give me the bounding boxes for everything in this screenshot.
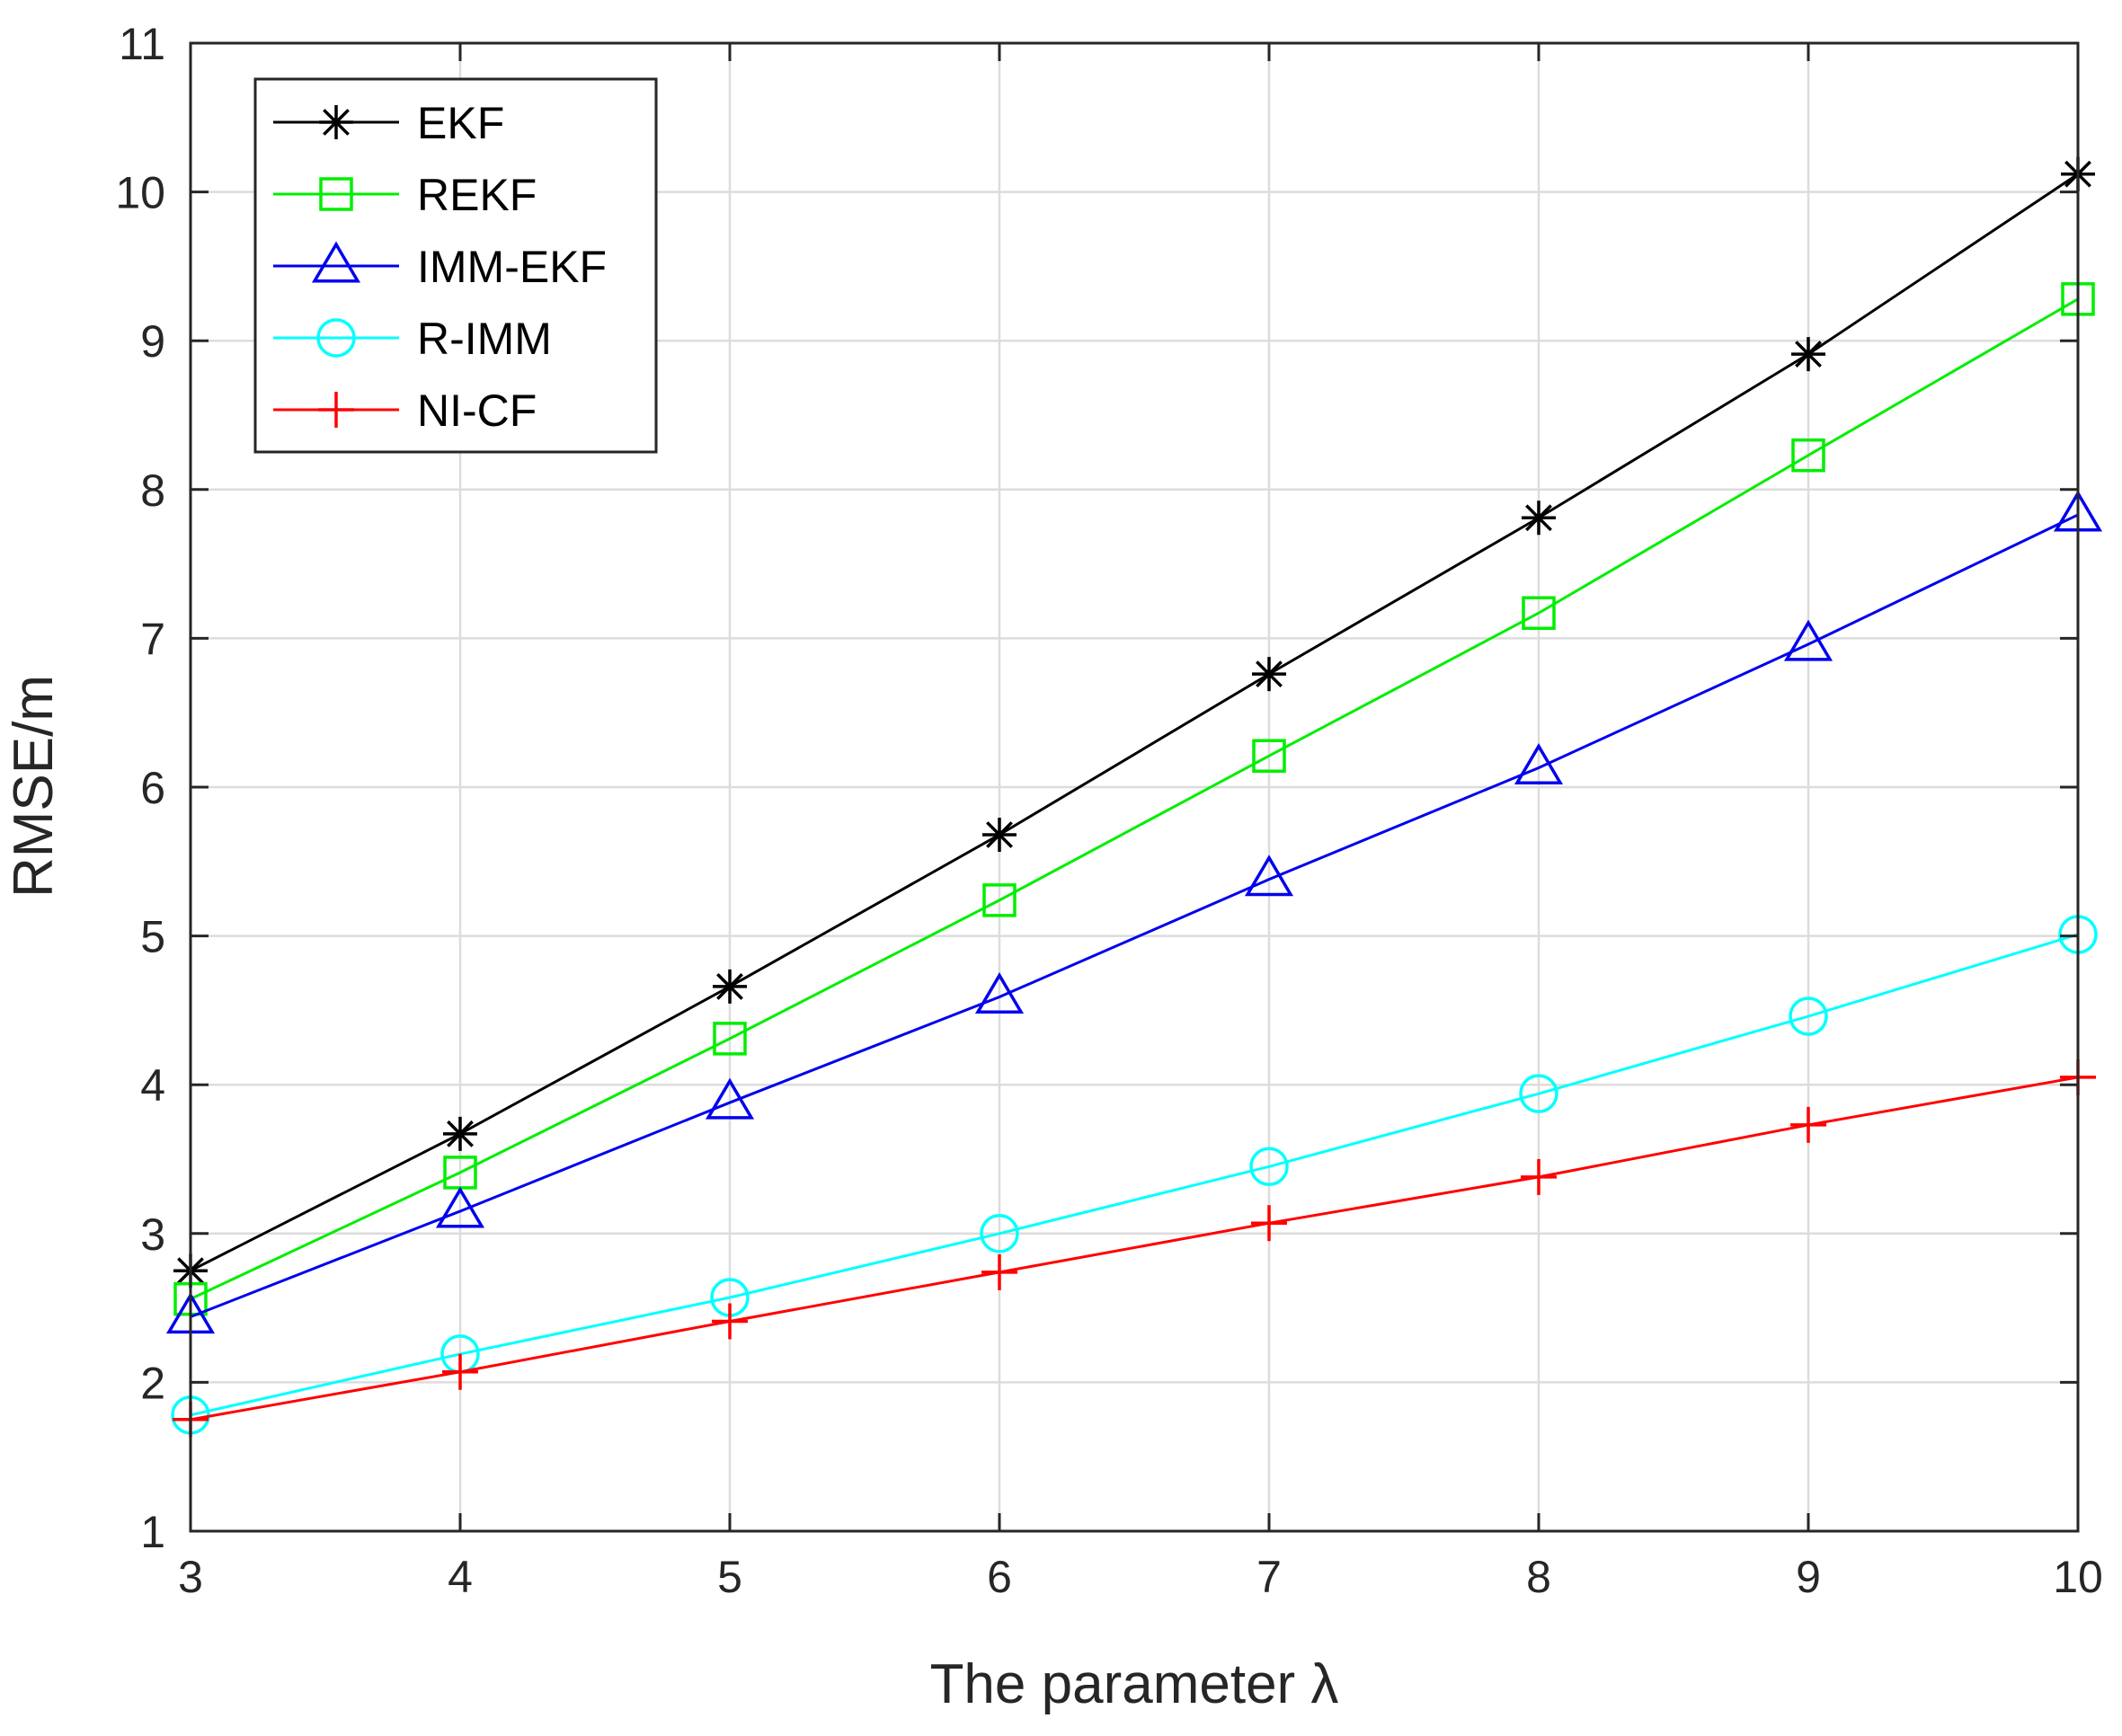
x-tick-label: 5 (717, 1552, 742, 1602)
data-point-ekf (443, 1116, 477, 1151)
data-point-ekf (1522, 500, 1556, 536)
y-tick-label: 5 (140, 912, 165, 962)
data-point-rekf (982, 883, 1017, 917)
legend-marker-r-imm (316, 318, 356, 358)
data-point-imm-ekf (1514, 743, 1564, 785)
legend-item-rekf: REKF (273, 170, 537, 220)
legend-label-ekf: EKF (417, 98, 504, 148)
data-point-imm-ekf (974, 972, 1025, 1014)
y-tick-label: 11 (119, 19, 165, 69)
series-line-rekf (190, 297, 2079, 1301)
data-point-ekf (982, 817, 1017, 852)
legend-item-ekf: EKF (273, 98, 504, 148)
y-tick-label: 8 (140, 465, 165, 516)
series-line-ekf (190, 173, 2079, 1272)
x-tick-label: 6 (987, 1552, 1012, 1602)
series-line-imm-ekf (190, 513, 2079, 1318)
series-layer (165, 156, 2103, 1438)
x-tick-label: 10 (2053, 1552, 2103, 1602)
legend-item-r-imm: R-IMM (273, 314, 552, 364)
data-point-imm-ekf (1783, 619, 1833, 661)
legend-item-imm-ekf: IMM-EKF (273, 241, 607, 292)
legend-marker-ekf (319, 105, 353, 139)
legend-item-ni-cf: NI-CF (273, 385, 537, 436)
x-tick-label: 4 (448, 1552, 473, 1602)
y-tick-label: 2 (140, 1358, 165, 1408)
x-axis-title: The parameter λ (930, 1653, 1339, 1715)
data-point-ekf (713, 969, 747, 1004)
legend: EKF REKF IMM-EKF R-IMM NI-CF (253, 77, 658, 454)
data-point-ni-cf (1790, 1106, 1826, 1143)
x-tick-label: 3 (178, 1552, 203, 1602)
y-tick-label: 10 (115, 168, 165, 218)
data-point-imm-ekf (435, 1186, 485, 1228)
data-point-rekf (1522, 596, 1556, 630)
series-line-r-imm (190, 933, 2079, 1417)
data-point-ni-cf (1251, 1205, 1287, 1242)
data-point-imm-ekf (1244, 855, 1294, 897)
data-point-rekf (1252, 739, 1286, 773)
legend-label-ni-cf: NI-CF (417, 385, 537, 436)
legend-label-imm-ekf: IMM-EKF (417, 242, 607, 292)
y-tick-label: 7 (140, 614, 165, 664)
data-point-r-imm (1249, 1147, 1289, 1187)
data-point-r-imm (1789, 996, 1828, 1036)
data-point-rekf (1791, 438, 1825, 473)
legend-marker-imm-ekf (311, 241, 361, 283)
y-tick-label: 9 (140, 316, 165, 367)
series-line-ni-cf (190, 1076, 2079, 1422)
y-tick-label: 3 (140, 1209, 165, 1260)
data-point-ni-cf (981, 1253, 1017, 1290)
data-point-imm-ekf (705, 1077, 755, 1120)
data-point-rekf (713, 1022, 747, 1056)
data-point-ekf (1252, 657, 1286, 692)
legend-label-r-imm: R-IMM (417, 314, 552, 364)
data-point-r-imm (1519, 1074, 1558, 1113)
x-tick-label: 7 (1256, 1552, 1282, 1602)
legend-marker-rekf (319, 177, 353, 211)
data-point-ekf (1791, 337, 1825, 372)
y-tick-label: 6 (140, 763, 165, 813)
ticks: 3 4 5 6 7 8 9 10 1 2 3 4 5 6 7 8 9 10 11 (115, 19, 2102, 1602)
x-tick-label: 9 (1796, 1552, 1821, 1602)
data-point-r-imm (980, 1214, 1019, 1253)
data-point-ni-cf (1521, 1158, 1557, 1195)
legend-marker-ni-cf (318, 392, 354, 428)
y-tick-label: 1 (140, 1507, 165, 1557)
data-point-ni-cf (712, 1303, 748, 1340)
legend-label-rekf: REKF (417, 170, 537, 220)
data-point-ni-cf (442, 1353, 478, 1390)
y-tick-label: 4 (140, 1060, 165, 1111)
y-axis-title: RMSE/m (3, 675, 65, 898)
x-tick-label: 8 (1526, 1552, 1551, 1602)
